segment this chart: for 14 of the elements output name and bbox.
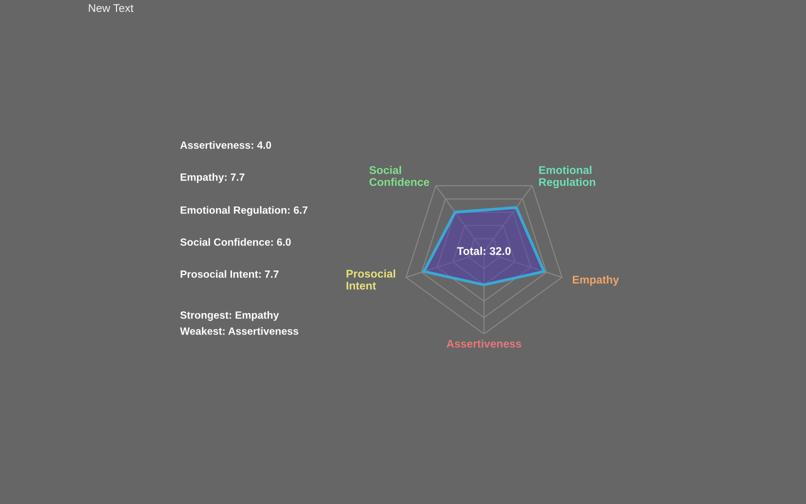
spoke-label: Prosocial Intent xyxy=(346,269,396,290)
text: Total: 32.0 xyxy=(457,246,511,255)
text: New Text xyxy=(88,4,134,12)
text: Weakest: Assertiveness xyxy=(180,327,298,335)
text: Social Confidence: 6.0 xyxy=(180,238,291,246)
text: Strongest: Empathy xyxy=(180,311,279,321)
spoke-label: Social Confidence xyxy=(369,166,430,186)
text: Emotional Regulation: 6.7 xyxy=(180,206,308,216)
text: Empathy: 7.7 xyxy=(180,173,244,183)
text: Prosocial Intent: 7.7 xyxy=(180,270,279,278)
spoke-label: Assertiveness xyxy=(446,339,522,348)
text: Assertiveness: 4.0 xyxy=(180,141,272,149)
spoke-label: Emotional Regulation xyxy=(539,166,596,188)
spoke-label: Empathy xyxy=(572,275,619,286)
